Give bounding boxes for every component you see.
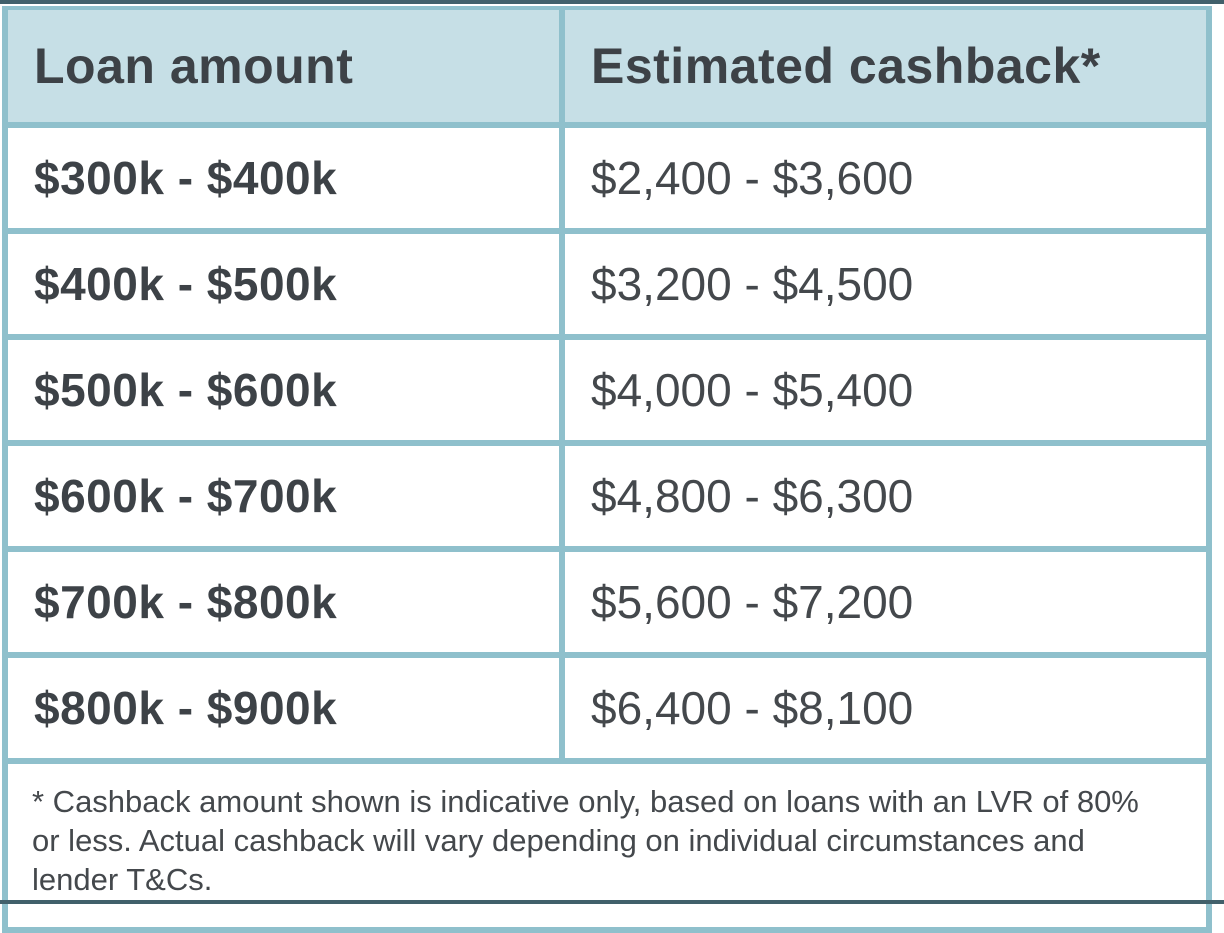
- loan-amount-cell: $600k - $700k: [2, 440, 565, 552]
- cashback-cell: $4,800 - $6,300: [559, 440, 1212, 552]
- table-header: Loan amount Estimated cashback*: [2, 6, 1212, 128]
- table-row: $500k - $600k $4,000 - $5,400: [2, 334, 1212, 446]
- loan-amount-cell: $800k - $900k: [2, 652, 565, 764]
- cashback-cell: $2,400 - $3,600: [559, 122, 1212, 234]
- top-divider-rule: [0, 0, 1224, 4]
- table-row: $400k - $500k $3,200 - $4,500: [2, 228, 1212, 340]
- loan-amount-cell: $700k - $800k: [2, 546, 565, 658]
- table-footer: * Cashback amount shown is indicative on…: [2, 758, 1212, 933]
- table-row: $600k - $700k $4,800 - $6,300: [2, 440, 1212, 552]
- cashback-table: Loan amount Estimated cashback* $300k - …: [2, 6, 1212, 933]
- table-row: $700k - $800k $5,600 - $7,200: [2, 546, 1212, 658]
- table-row: $300k - $400k $2,400 - $3,600: [2, 122, 1212, 234]
- footnote-text: * Cashback amount shown is indicative on…: [2, 758, 1212, 933]
- header-estimated-cashback: Estimated cashback*: [559, 6, 1212, 128]
- table-row: $800k - $900k $6,400 - $8,100: [2, 652, 1212, 764]
- cashback-cell: $4,000 - $5,400: [559, 334, 1212, 446]
- cashback-cell: $5,600 - $7,200: [559, 546, 1212, 658]
- bottom-divider-rule: [0, 900, 1224, 904]
- header-row: Loan amount Estimated cashback*: [2, 6, 1212, 128]
- loan-amount-cell: $400k - $500k: [2, 228, 565, 340]
- loan-amount-cell: $500k - $600k: [2, 334, 565, 446]
- header-loan-amount: Loan amount: [2, 6, 565, 128]
- cashback-cell: $3,200 - $4,500: [559, 228, 1212, 340]
- cashback-cell: $6,400 - $8,100: [559, 652, 1212, 764]
- footnote-row: * Cashback amount shown is indicative on…: [2, 758, 1212, 933]
- loan-amount-cell: $300k - $400k: [2, 122, 565, 234]
- table-body: $300k - $400k $2,400 - $3,600 $400k - $5…: [2, 122, 1212, 764]
